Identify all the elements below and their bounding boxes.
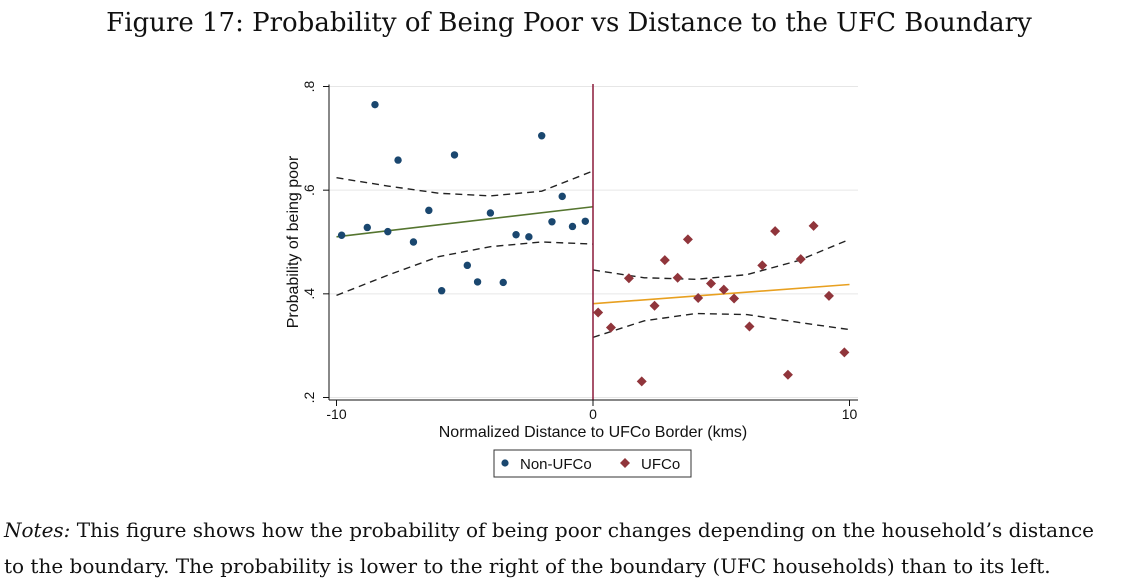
- point-ufco: [729, 293, 740, 304]
- point-ufco: [649, 300, 660, 311]
- point-ufco: [744, 321, 755, 332]
- point-ufco: [782, 369, 793, 380]
- point-ufco: [605, 322, 616, 333]
- point-ufco: [705, 278, 716, 289]
- notes-line-2: to the boundary. The probability is lowe…: [4, 554, 1051, 578]
- ci-lower-ufco: [592, 312, 850, 339]
- axes: .2 .4 .6 .8 -10 0 10: [301, 80, 858, 422]
- point-non-ufco: [581, 217, 590, 225]
- point-non-ufco: [363, 223, 371, 232]
- legend-box: [493, 449, 692, 478]
- notes-line-1: This figure shows how the probability of…: [70, 518, 1095, 542]
- figure-title: Figure 17: Probability of Being Poor vs …: [106, 8, 1032, 38]
- x-tick-label: 0: [589, 406, 597, 422]
- legend: Non-UFCo UFCo: [493, 449, 692, 478]
- point-ufco: [693, 292, 704, 303]
- point-non-ufco: [512, 231, 520, 239]
- point-ufco: [623, 273, 634, 284]
- point-non-ufco: [384, 227, 392, 236]
- point-ufco: [593, 307, 604, 318]
- point-non-ufco: [450, 151, 459, 159]
- legend-label-non-ufco: Non-UFCo: [520, 456, 592, 473]
- point-non-ufco: [568, 222, 577, 231]
- point-ufco: [808, 220, 819, 231]
- point-non-ufco: [525, 233, 533, 241]
- fit-lines: [336, 205, 850, 305]
- point-non-ufco: [486, 209, 495, 217]
- point-ufco: [718, 284, 729, 295]
- x-axis-label: Normalized Distance to UFCo Border (kms): [439, 424, 748, 441]
- legend-marker-ufco: [620, 458, 630, 468]
- legend-label-ufco: UFCo: [641, 456, 680, 473]
- fit-line-non-ufco: [336, 205, 594, 238]
- x-tick-label: 10: [842, 406, 858, 422]
- ci-lower-non-ufco: [336, 241, 594, 297]
- x-tick-label: -10: [326, 406, 346, 422]
- confidence-bands: [336, 170, 850, 339]
- point-ufco: [823, 290, 834, 301]
- legend-marker-non-ufco: [501, 459, 509, 467]
- point-non-ufco: [425, 206, 433, 215]
- y-tick-label: .4: [301, 288, 317, 300]
- point-ufco: [839, 347, 850, 358]
- point-non-ufco: [394, 156, 402, 164]
- point-non-ufco: [499, 278, 507, 287]
- point-ufco: [795, 254, 806, 265]
- y-tick-label: .8: [301, 80, 317, 92]
- y-axis-label: Probability of being poor: [285, 155, 302, 328]
- y-tick-label: .6: [301, 184, 317, 196]
- point-non-ufco: [558, 192, 566, 201]
- point-non-ufco: [371, 100, 379, 109]
- point-ufco: [682, 234, 693, 245]
- point-non-ufco: [473, 278, 482, 286]
- point-non-ufco: [337, 231, 346, 239]
- fit-line-ufco: [592, 283, 850, 305]
- point-non-ufco: [437, 287, 446, 295]
- point-ufco: [659, 255, 670, 266]
- point-ufco: [757, 260, 768, 271]
- data-points: [337, 100, 850, 387]
- point-ufco: [636, 376, 647, 387]
- point-non-ufco: [463, 261, 472, 270]
- y-tick-label: .2: [301, 391, 317, 403]
- point-non-ufco: [538, 132, 546, 140]
- figure-notes: Notes: This figure shows how the probabi…: [4, 512, 1134, 584]
- point-ufco: [770, 226, 781, 237]
- notes-label: Notes:: [4, 518, 71, 542]
- point-non-ufco: [409, 238, 418, 246]
- point-ufco: [672, 272, 683, 283]
- chart: .2 .4 .6 .8 -10 0 10 Normalized Distance to UF…: [285, 80, 858, 478]
- point-non-ufco: [548, 218, 556, 226]
- ci-upper-ufco: [592, 238, 850, 281]
